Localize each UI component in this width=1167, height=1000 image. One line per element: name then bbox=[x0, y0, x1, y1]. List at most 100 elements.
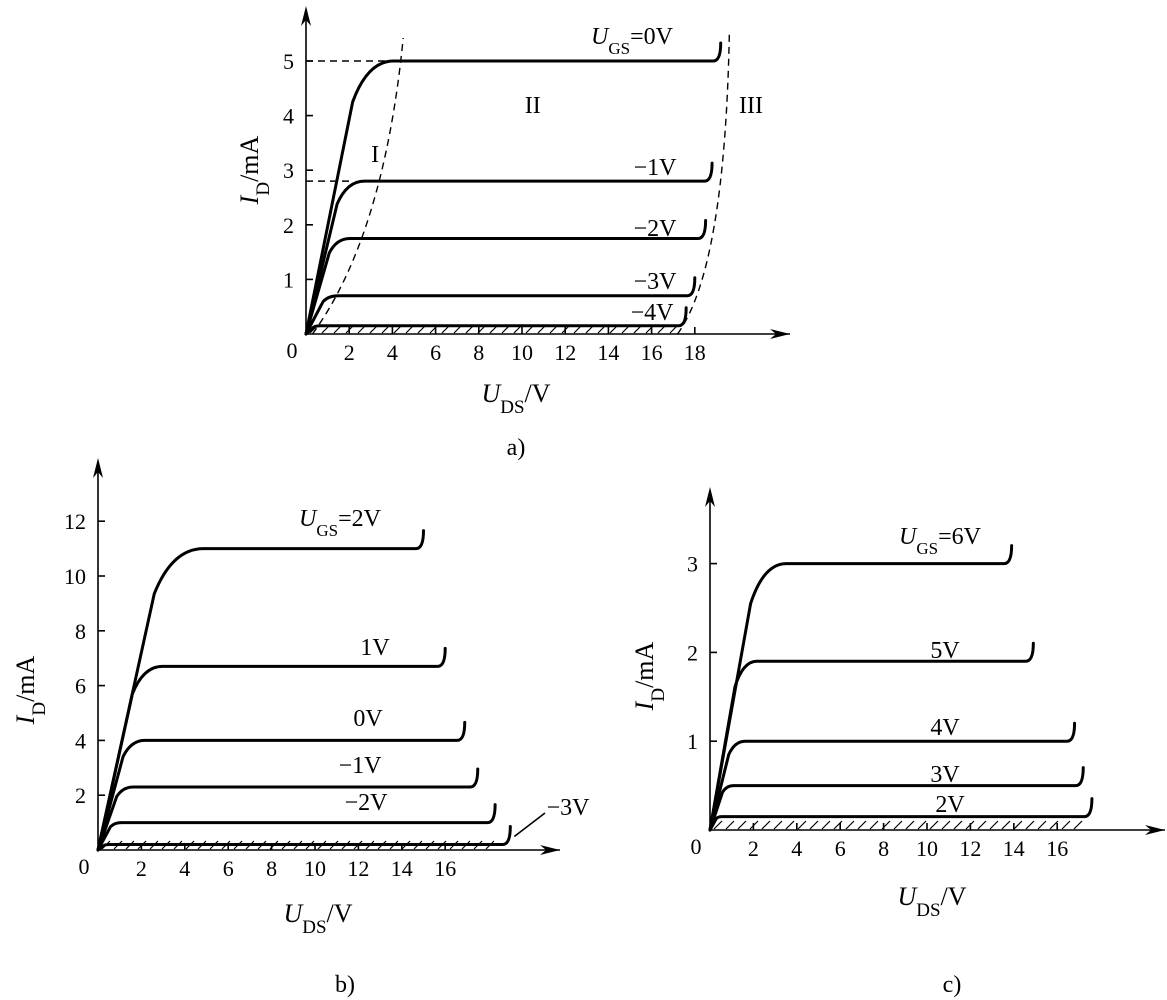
series-curve bbox=[96, 646, 447, 852]
x-tick-label: 16 bbox=[1046, 836, 1068, 861]
y-axis-title: ID/mA bbox=[235, 135, 274, 205]
series-curve bbox=[96, 720, 467, 852]
cutoff-hatch bbox=[977, 820, 987, 830]
series-curve bbox=[96, 825, 512, 852]
series-label: 1V bbox=[360, 635, 390, 661]
cutoff-hatch bbox=[893, 820, 903, 830]
cutoff-hatch bbox=[905, 820, 915, 830]
series-label: −3V bbox=[634, 269, 678, 295]
cutoff-hatch bbox=[941, 820, 951, 830]
series-label: −2V bbox=[634, 216, 678, 242]
cutoff-hatch bbox=[1037, 820, 1047, 830]
cutoff-hatch bbox=[953, 820, 963, 830]
cutoff-hatch bbox=[821, 820, 831, 830]
x-tick-label: 14 bbox=[391, 856, 413, 881]
x-tick-label: 4 bbox=[387, 340, 398, 365]
origin-label: 0 bbox=[287, 338, 298, 363]
y-tick-label: 6 bbox=[75, 674, 86, 699]
cutoff-hatch bbox=[725, 820, 735, 830]
chart-c: 0 2 4 6 8 10 12 14 16123UGS=6V5V4V3V2VUDS/VID/mA… bbox=[630, 487, 1165, 998]
y-axis-title: ID/mA bbox=[11, 655, 50, 725]
series-label: 4V bbox=[930, 715, 960, 741]
x-axis-title: UDS/V bbox=[481, 379, 550, 418]
y-axis-arrow bbox=[705, 487, 715, 507]
region-label: III bbox=[739, 93, 763, 119]
y-axis-arrow bbox=[301, 6, 311, 26]
x-tick-label: 14 bbox=[1003, 836, 1025, 861]
series-label: 2V bbox=[935, 792, 965, 818]
y-tick-label: 4 bbox=[283, 104, 294, 129]
series-curve bbox=[708, 544, 1014, 832]
x-tick-label: 6 bbox=[430, 340, 441, 365]
y-tick-label: 2 bbox=[75, 783, 86, 808]
series-label: UGS=0V bbox=[591, 24, 674, 58]
panel-caption: b) bbox=[335, 972, 355, 998]
x-tick-label: 12 bbox=[554, 340, 576, 365]
y-tick-label: 5 bbox=[283, 49, 294, 74]
y-tick-label: 8 bbox=[75, 619, 86, 644]
breakdown-boundary bbox=[676, 31, 731, 335]
region-label: II bbox=[525, 93, 541, 119]
series-label: −3V bbox=[547, 795, 591, 821]
panel-caption: a) bbox=[507, 435, 526, 461]
origin-label: 0 bbox=[691, 834, 702, 859]
y-axis-arrow bbox=[93, 458, 103, 478]
y-tick-label: 1 bbox=[687, 729, 698, 754]
x-tick-label: 12 bbox=[959, 836, 981, 861]
cutoff-hatch bbox=[869, 820, 879, 830]
x-tick-label: 6 bbox=[835, 836, 846, 861]
series-curve bbox=[96, 767, 480, 852]
y-tick-label: 2 bbox=[283, 213, 294, 238]
series-curve bbox=[96, 529, 425, 852]
x-tick-label: 6 bbox=[223, 856, 234, 881]
cutoff-hatch bbox=[929, 820, 939, 830]
cutoff-hatch bbox=[785, 820, 795, 830]
x-axis-title: UDS/V bbox=[897, 882, 966, 921]
series-label: 3V bbox=[930, 762, 960, 788]
origin-label: 0 bbox=[79, 854, 90, 879]
series-label: UGS=6V bbox=[899, 524, 982, 558]
cutoff-hatch bbox=[761, 820, 771, 830]
region-label: I bbox=[371, 142, 379, 168]
cutoff-hatch bbox=[1001, 820, 1011, 830]
series-curve bbox=[304, 306, 688, 336]
cutoff-hatch bbox=[833, 820, 843, 830]
x-tick-label: 8 bbox=[878, 836, 889, 861]
y-tick-label: 10 bbox=[64, 564, 86, 589]
series-curve bbox=[708, 766, 1085, 832]
y-tick-label: 12 bbox=[64, 509, 86, 534]
cutoff-hatch bbox=[1061, 820, 1071, 830]
series-label: UGS=2V bbox=[299, 506, 382, 540]
cutoff-hatch bbox=[845, 820, 855, 830]
x-tick-label: 8 bbox=[473, 340, 484, 365]
cutoff-hatch bbox=[713, 820, 723, 830]
panel-caption: c) bbox=[943, 972, 962, 998]
series-label: −4V bbox=[631, 300, 675, 326]
y-tick-label: 1 bbox=[283, 267, 294, 292]
cutoff-hatch bbox=[737, 820, 747, 830]
series-curve bbox=[304, 276, 697, 336]
series-curve bbox=[708, 797, 1094, 832]
cutoff-hatch bbox=[917, 820, 927, 830]
cutoff-hatch bbox=[1025, 820, 1035, 830]
series-label: −1V bbox=[634, 155, 678, 181]
series-label: 5V bbox=[930, 638, 960, 664]
label-leader-line bbox=[513, 812, 546, 838]
x-tick-label: 10 bbox=[304, 856, 326, 881]
x-tick-label: 4 bbox=[179, 856, 190, 881]
series-curve bbox=[708, 641, 1035, 832]
x-axis-arrow bbox=[1145, 825, 1165, 835]
cutoff-hatch bbox=[989, 820, 999, 830]
x-tick-label: 2 bbox=[748, 836, 759, 861]
x-tick-label: 18 bbox=[684, 340, 706, 365]
series-label: 0V bbox=[353, 706, 383, 732]
x-axis-title: UDS/V bbox=[283, 899, 352, 938]
x-tick-label: 2 bbox=[136, 856, 147, 881]
x-axis-arrow bbox=[770, 329, 790, 339]
x-tick-label: 16 bbox=[641, 340, 663, 365]
series-label: −1V bbox=[339, 753, 383, 779]
series-curve bbox=[304, 161, 714, 336]
cutoff-hatch bbox=[1073, 820, 1083, 830]
cutoff-hatch bbox=[797, 820, 807, 830]
